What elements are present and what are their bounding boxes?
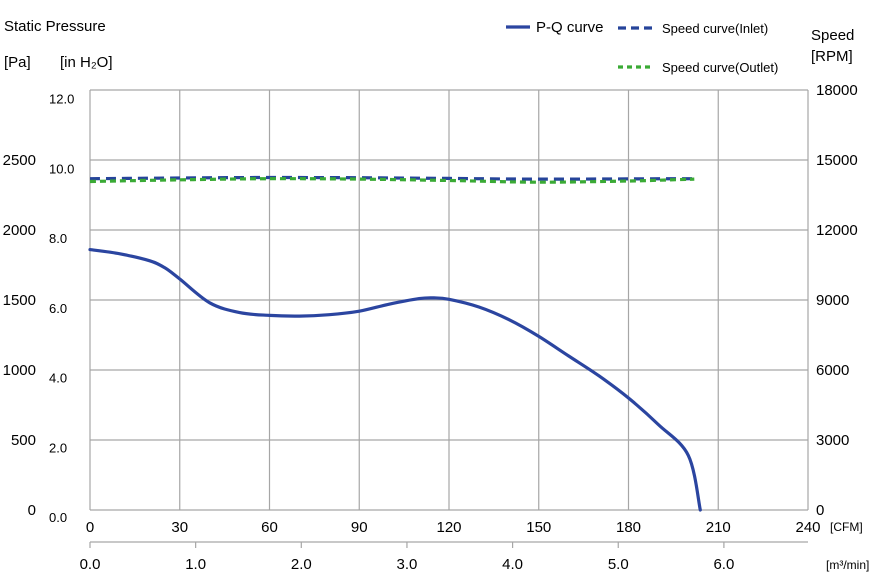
x-top-unit: [CFM] <box>830 520 863 534</box>
y-inh2o-tick-label: 6.0 <box>49 301 67 316</box>
y-pa-tick-label: 0 <box>28 502 36 519</box>
grid <box>89 89 809 548</box>
y-pa-tick-label: 1500 <box>3 292 36 309</box>
x-m3-tick-label: 6.0 <box>713 556 734 573</box>
x-bottom-unit: [m³/min] <box>826 558 869 572</box>
y-pa-tick-label: 500 <box>11 432 36 449</box>
legend-label-outlet: Speed curve(Outlet) <box>662 60 778 75</box>
x-m3-tick-label: 4.0 <box>502 556 523 573</box>
y-inh2o-tick-label: 10.0 <box>49 161 74 176</box>
y-right-unit: [RPM] <box>811 48 853 65</box>
y-rpm-tick-label: 18000 <box>816 82 858 99</box>
x-m3-tick-label: 3.0 <box>397 556 418 573</box>
y-rpm-tick-label: 15000 <box>816 152 858 169</box>
x-m3-tick-label: 5.0 <box>608 556 629 573</box>
y-left-unit-inh2o: [in H₂O] <box>60 54 113 71</box>
x-m3-tick-label: 0.0 <box>80 556 101 573</box>
x-m3-tick-label: 2.0 <box>291 556 312 573</box>
y-rpm-tick-label: 9000 <box>816 292 849 309</box>
x-cfm-tick-label: 210 <box>706 519 731 536</box>
x-cfm-tick-label: 30 <box>171 519 188 536</box>
y-inh2o-tick-label: 2.0 <box>49 440 67 455</box>
x-cfm-tick-label: 150 <box>526 519 551 536</box>
y-rpm-tick-label: 12000 <box>816 222 858 239</box>
pq-curve-line <box>88 248 702 512</box>
y-rpm-tick-label: 3000 <box>816 432 849 449</box>
tick-labels: 0 30 60 90 120 150 180 210 240050010001500200025… <box>3 82 858 573</box>
x-cfm-tick-label: 90 <box>351 519 368 536</box>
x-cfm-tick-label: 240 <box>795 519 820 536</box>
y-left-title: Static Pressure <box>4 18 106 35</box>
y-pa-tick-label: 2000 <box>3 222 36 239</box>
x-cfm-tick-label: 60 <box>261 519 278 536</box>
y-pa-tick-label: 1000 <box>3 362 36 379</box>
y-inh2o-tick-label: 8.0 <box>49 231 67 246</box>
y-pa-tick-label: 2500 <box>3 152 36 169</box>
x-cfm-tick-label: 120 <box>436 519 461 536</box>
y-rpm-tick-label: 0 <box>816 502 824 519</box>
speed-outlet-line <box>89 177 695 184</box>
y-inh2o-tick-label: 4.0 <box>49 371 67 386</box>
y-right-title: Speed <box>811 27 854 44</box>
legend: P-Q curve Speed curve(Inlet) Speed curve… <box>506 19 778 75</box>
y-inh2o-tick-label: 0.0 <box>49 510 67 525</box>
legend-label-inlet: Speed curve(Inlet) <box>662 21 768 36</box>
y-rpm-tick-label: 6000 <box>816 362 849 379</box>
series-lines <box>88 175 702 512</box>
legend-label-pq: P-Q curve <box>536 19 604 36</box>
x-cfm-tick-label: 180 <box>616 519 641 536</box>
y-left-unit-pa: [Pa] <box>4 54 31 71</box>
speed-inlet-line <box>89 175 695 181</box>
x-cfm-tick-label: 0 <box>86 519 94 536</box>
y-inh2o-tick-label: 12.0 <box>49 92 74 107</box>
x-m3-tick-label: 1.0 <box>185 556 206 573</box>
